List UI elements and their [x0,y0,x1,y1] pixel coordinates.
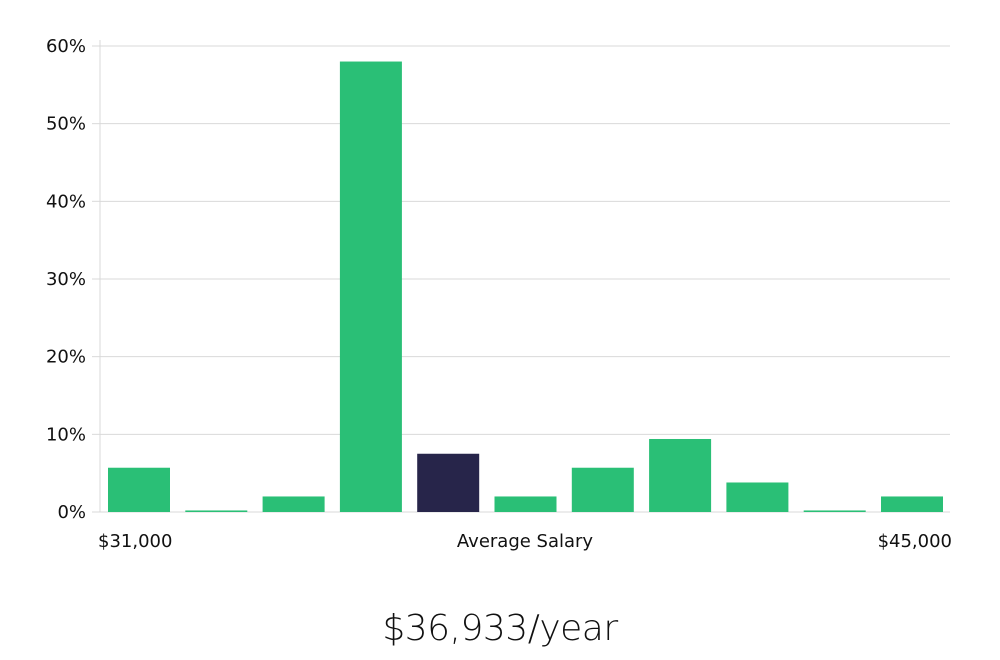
y-tick-label: 50% [46,114,86,135]
y-tick-label: 0% [57,502,86,523]
bar-4 [339,61,402,513]
grid-lines [100,45,950,513]
x-end-label: $45,000 [878,531,952,552]
bar-9 [726,482,789,512]
bar-6 [494,496,557,512]
bar-average-highlight [417,453,480,512]
bar-2 [185,510,248,512]
bar-8 [649,438,712,512]
bar-7 [571,467,634,512]
bar-3 [262,496,325,512]
y-axis: 0% 10% 20% 30% 40% 50% 60% [46,36,101,523]
bar-11 [881,496,943,512]
y-tick-label: 60% [46,36,86,57]
bar-10 [803,510,866,512]
x-axis-title: Average Salary [457,531,594,552]
y-tick-label: 40% [46,191,86,212]
y-tick-label: 30% [46,269,86,290]
y-tick-label: 10% [46,424,86,445]
y-tick-label: 20% [46,347,86,368]
bars [108,61,943,513]
salary-histogram: 0% 10% 20% 30% 40% 50% 60% $31,000 Average Sal… [46,36,952,552]
bar-1 [108,467,170,512]
average-salary-value: $36,933/year [382,608,618,649]
x-start-label: $31,000 [98,531,172,552]
x-axis: $31,000 Average Salary $45,000 [98,531,952,552]
